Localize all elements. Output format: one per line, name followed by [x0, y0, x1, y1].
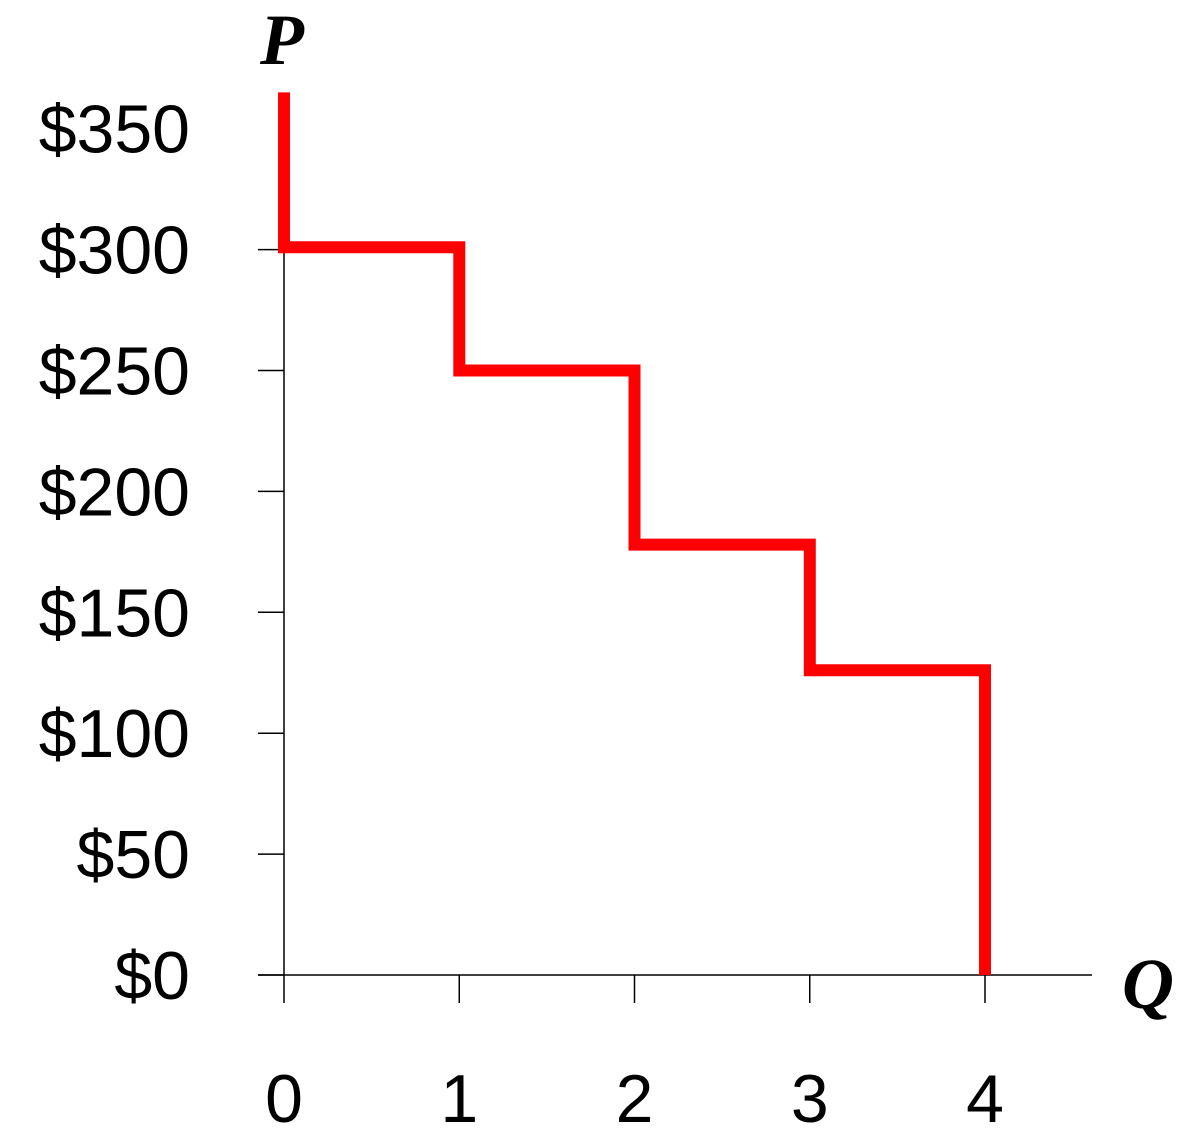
y-tick-label: $300 [39, 213, 190, 289]
x-tick-label: 4 [966, 1061, 1004, 1131]
x-tick-label: 2 [616, 1061, 654, 1131]
y-tick-label: $0 [114, 938, 190, 1014]
y-tick-label: $250 [39, 334, 190, 410]
y-tick-label: $100 [39, 696, 190, 772]
demand-step-line [278, 92, 991, 975]
x-axis-title: Q [1122, 944, 1174, 1024]
x-ticks: 0 1 2 3 4 [265, 975, 1004, 1131]
y-tick-label: $200 [39, 454, 190, 530]
x-tick-label: 3 [791, 1061, 829, 1131]
y-tick-label: $350 [39, 92, 190, 168]
y-tick-label: $50 [77, 817, 190, 893]
y-tick-label: $150 [39, 575, 190, 651]
x-tick-label: 0 [265, 1061, 303, 1131]
y-axis-title: P [259, 0, 305, 80]
y-ticks: $0 $50 $100 $150 $200 $250 $300 $350 [39, 92, 284, 1014]
x-tick-label: 1 [440, 1061, 478, 1131]
series-layer [278, 92, 991, 975]
axes [258, 250, 1092, 976]
